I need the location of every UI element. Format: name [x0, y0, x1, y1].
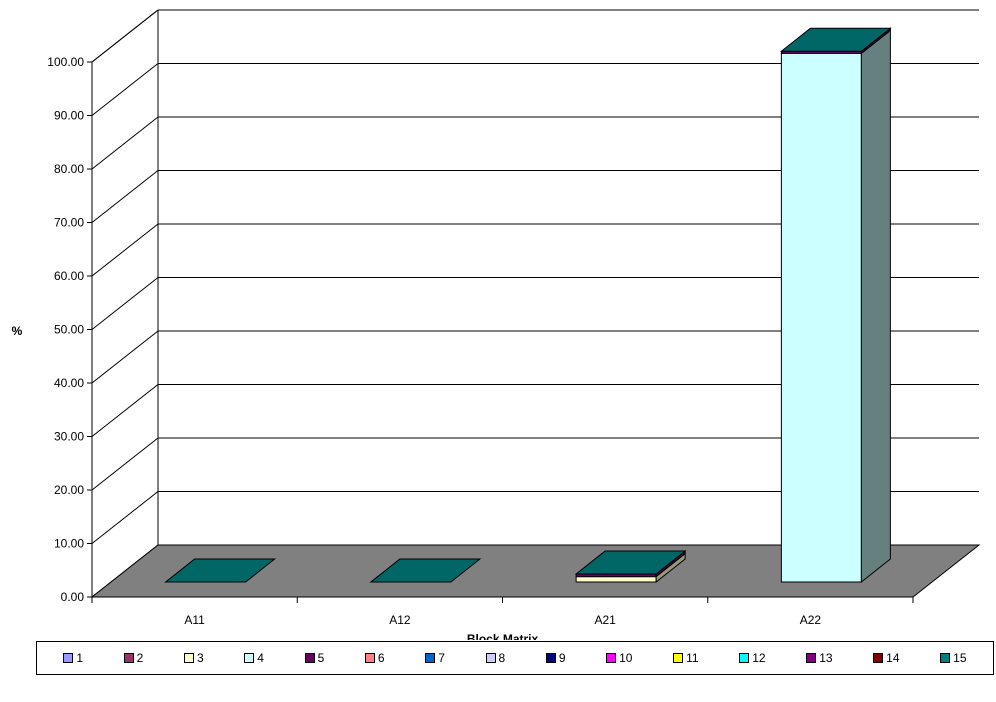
legend-label: 3 — [196, 651, 204, 665]
legend-item-6: 6 — [364, 651, 385, 665]
legend-swatch — [739, 653, 750, 663]
x-tick-label: A22 — [800, 613, 822, 627]
legend-swatch — [545, 653, 556, 663]
legend-swatch — [673, 653, 684, 663]
bar-segment-4 — [780, 52, 862, 583]
legend-label: 13 — [819, 651, 833, 665]
chart-floor — [90, 544, 981, 598]
legend-item-4: 4 — [244, 651, 264, 665]
bar-side-4 — [860, 29, 891, 584]
y-tick-label: 20.00 — [54, 483, 84, 497]
y-tick-labels: 0.00 10.00 20.00 30.00 40.00 50.00 60.00 70.00 8… — [47, 55, 84, 604]
bar-top — [369, 558, 482, 583]
bar-top — [164, 558, 277, 583]
legend-swatch — [940, 653, 951, 663]
legend-label: 8 — [498, 651, 506, 665]
legend-item-13: 13 — [806, 651, 833, 665]
legend: 1 2 3 4 5 6 7 8 9 10 11 12 13 14 15 — [36, 641, 994, 675]
legend-label: 5 — [317, 651, 325, 665]
legend-label: 6 — [377, 651, 385, 665]
legend-swatch — [63, 653, 74, 663]
bar-top — [574, 550, 687, 575]
x-tick-label: A21 — [594, 613, 616, 627]
gridline-depth — [91, 9, 159, 63]
bar-stack-A12 — [369, 558, 482, 583]
legend-swatch — [425, 653, 436, 663]
legend-label: 12 — [752, 651, 766, 665]
y-tick-label: 60.00 — [54, 269, 84, 283]
gridline-depth — [91, 330, 159, 384]
legend-swatch — [244, 653, 255, 663]
bar-top — [779, 27, 892, 52]
bar-stack-A21 — [574, 549, 687, 584]
floor-plane — [90, 544, 981, 598]
legend-swatch — [123, 653, 134, 663]
gridline-depth — [91, 223, 159, 277]
gridline-depth — [91, 491, 159, 544]
y-tick-label: 50.00 — [54, 323, 84, 337]
bars — [164, 27, 892, 584]
gridline-depth — [91, 116, 159, 170]
y-tick-label: 70.00 — [54, 216, 84, 230]
y-tick-label: 100.00 — [47, 55, 84, 69]
gridline-depth — [91, 63, 159, 116]
legend-item-3: 3 — [183, 651, 204, 665]
y-tick-label: 30.00 — [54, 430, 84, 444]
legend-swatch — [485, 653, 496, 663]
bar-stack-A11 — [164, 558, 277, 583]
legend-label: 11 — [686, 651, 699, 665]
gridline-depth — [91, 170, 159, 223]
legend-swatch — [304, 653, 315, 663]
x-tick-labels: A11 A12 A21 A22 — [91, 597, 914, 627]
legend-swatch — [183, 653, 194, 663]
legend-swatch — [806, 653, 817, 663]
y-tick-label: 40.00 — [54, 376, 84, 390]
gridline-depth — [91, 384, 159, 437]
legend-item-1: 1 — [63, 651, 83, 665]
chart: 0.00 10.00 20.00 30.00 40.00 50.00 60.00 70.00 8… — [12, 9, 981, 640]
legend-swatch — [364, 653, 375, 663]
legend-label: 1 — [76, 651, 83, 665]
legend-label: 10 — [619, 651, 633, 665]
legend-item-5: 5 — [304, 651, 325, 665]
legend-swatch — [873, 653, 884, 663]
legend-item-12: 12 — [739, 651, 766, 665]
legend-item-14: 14 — [873, 651, 900, 665]
gridline-depth — [91, 277, 159, 330]
legend-item-10: 10 — [606, 651, 632, 665]
bar-segment-3 — [575, 576, 657, 583]
x-tick-label: A11 — [184, 613, 205, 627]
legend-item-8: 8 — [485, 651, 506, 665]
y-tick-label: 0.00 — [61, 590, 85, 604]
bar-stack-A22 — [779, 27, 892, 584]
y-tick-label: 80.00 — [54, 162, 84, 176]
legend-item-11: 11 — [673, 651, 699, 665]
y-tick-label: 10.00 — [54, 537, 84, 551]
legend-swatch — [606, 653, 617, 663]
y-axis-title: % — [12, 324, 23, 338]
y-tick-label: 90.00 — [54, 109, 84, 123]
legend-label: 7 — [438, 651, 445, 665]
legend-label: 14 — [886, 651, 900, 665]
legend-item-15: 15 — [940, 651, 967, 665]
legend-item-9: 9 — [545, 651, 566, 665]
legend-label: 4 — [257, 651, 264, 665]
legend-label: 15 — [953, 651, 967, 665]
x-tick-label: A12 — [389, 613, 411, 627]
x-axis-title: Block Matrix — [467, 632, 539, 640]
legend-label: 9 — [558, 651, 566, 665]
legend-item-7: 7 — [425, 651, 445, 665]
legend-label: 2 — [136, 651, 144, 665]
gridline-depth — [91, 437, 159, 491]
legend-item-2: 2 — [123, 651, 144, 665]
